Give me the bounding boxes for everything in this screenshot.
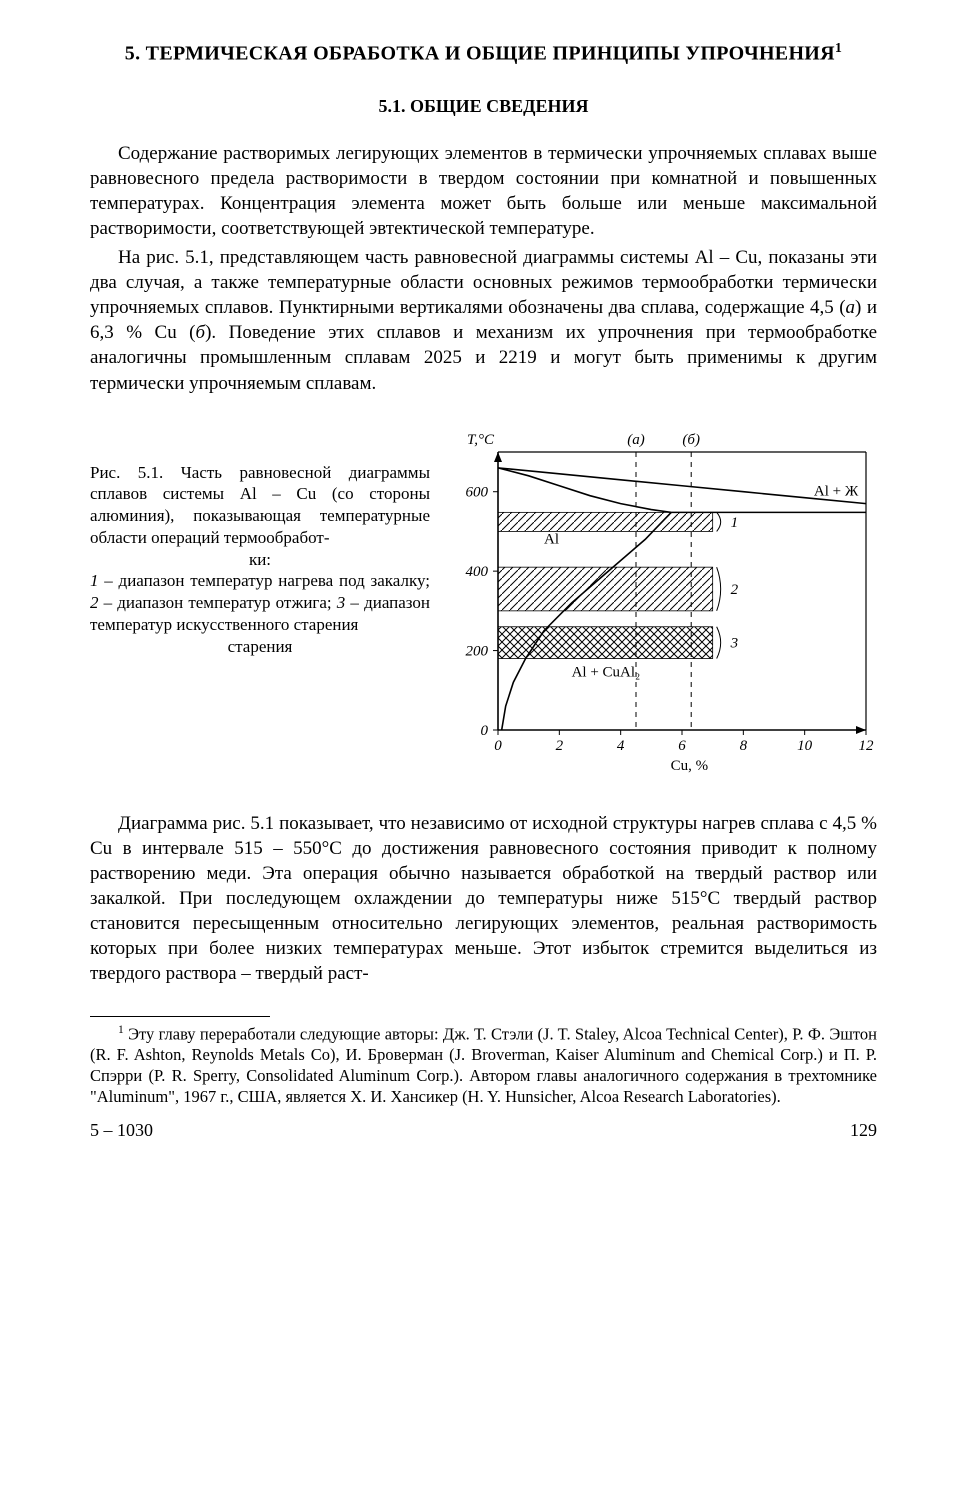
footer-right: 129 bbox=[850, 1119, 877, 1143]
legend-num-2: 2 bbox=[90, 593, 99, 612]
phase-diagram-chart: T,°C123(а)(б)Al + ЖAlAl + CuAl₂020040060… bbox=[446, 426, 877, 783]
section-title: 5.1. ОБЩИЕ СВЕДЕНИЯ bbox=[90, 95, 877, 119]
svg-text:1: 1 bbox=[731, 514, 739, 530]
legend-text-1: – диапазон температур нагрева под закалк… bbox=[99, 571, 431, 590]
footnote: 1 Эту главу переработали следующие автор… bbox=[90, 1023, 877, 1107]
figure-caption-tail: старения bbox=[90, 636, 430, 658]
paragraph-3: Диаграмма рис. 5.1 показывает, что незав… bbox=[90, 811, 877, 987]
phase-diagram-svg: T,°C123(а)(б)Al + ЖAlAl + CuAl₂020040060… bbox=[446, 426, 876, 776]
figure-block: Рис. 5.1. Часть равновесной диаграммы сп… bbox=[90, 426, 877, 783]
svg-text:(б): (б) bbox=[682, 432, 700, 448]
figure-caption-legend: 1 – диапазон температур нагрева под зака… bbox=[90, 570, 430, 635]
svg-text:0: 0 bbox=[481, 723, 489, 739]
svg-text:Cu, %: Cu, % bbox=[671, 758, 709, 774]
figure-caption: Рис. 5.1. Часть равновесной диаграммы сп… bbox=[90, 426, 430, 658]
chapter-title-footnote-marker: 1 bbox=[835, 41, 842, 56]
svg-text:T,°C: T,°C bbox=[467, 432, 495, 448]
svg-text:2: 2 bbox=[556, 738, 564, 754]
svg-text:8: 8 bbox=[740, 738, 748, 754]
footnote-rule bbox=[90, 1016, 270, 1017]
svg-text:Al + CuAl₂: Al + CuAl₂ bbox=[572, 664, 641, 680]
svg-text:Al: Al bbox=[544, 531, 559, 547]
footnote-text: Эту главу переработали следующие авторы:… bbox=[90, 1025, 877, 1106]
legend-num-1: 1 bbox=[90, 571, 99, 590]
svg-text:12: 12 bbox=[859, 738, 875, 754]
paragraph-1: Содержание растворимых легирующих элемен… bbox=[90, 141, 877, 241]
svg-text:0: 0 bbox=[494, 738, 502, 754]
svg-text:(а): (а) bbox=[627, 432, 645, 448]
legend-text-2: – диапазон температур отжига; bbox=[99, 593, 337, 612]
figure-caption-center: ки: bbox=[90, 549, 430, 571]
svg-text:400: 400 bbox=[466, 564, 489, 580]
page-footer: 5 – 1030 129 bbox=[90, 1119, 877, 1143]
svg-text:2: 2 bbox=[731, 582, 739, 598]
paragraph-2-a: На рис. 5.1, представляющем часть равнов… bbox=[90, 247, 877, 318]
paragraph-2-ital-b: б bbox=[196, 322, 206, 343]
chapter-title-text: 5. ТЕРМИЧЕСКАЯ ОБРАБОТКА И ОБЩИЕ ПРИНЦИП… bbox=[125, 43, 835, 65]
chapter-title: 5. ТЕРМИЧЕСКАЯ ОБРАБОТКА И ОБЩИЕ ПРИНЦИП… bbox=[90, 40, 877, 67]
paragraph-2-c: ). Поведение этих сплавов и механизм их … bbox=[90, 322, 877, 393]
paragraph-2-ital-a: а bbox=[846, 297, 856, 318]
svg-text:4: 4 bbox=[617, 738, 625, 754]
svg-text:200: 200 bbox=[466, 643, 489, 659]
svg-text:600: 600 bbox=[466, 484, 489, 500]
paragraph-2: На рис. 5.1, представляющем часть равнов… bbox=[90, 245, 877, 395]
footer-left: 5 – 1030 bbox=[90, 1119, 153, 1143]
svg-text:6: 6 bbox=[678, 738, 686, 754]
figure-caption-head: Рис. 5.1. Часть равновесной диаграммы сп… bbox=[90, 462, 430, 549]
svg-text:Al + Ж: Al + Ж bbox=[814, 483, 859, 499]
svg-text:10: 10 bbox=[797, 738, 813, 754]
svg-text:3: 3 bbox=[730, 635, 739, 651]
